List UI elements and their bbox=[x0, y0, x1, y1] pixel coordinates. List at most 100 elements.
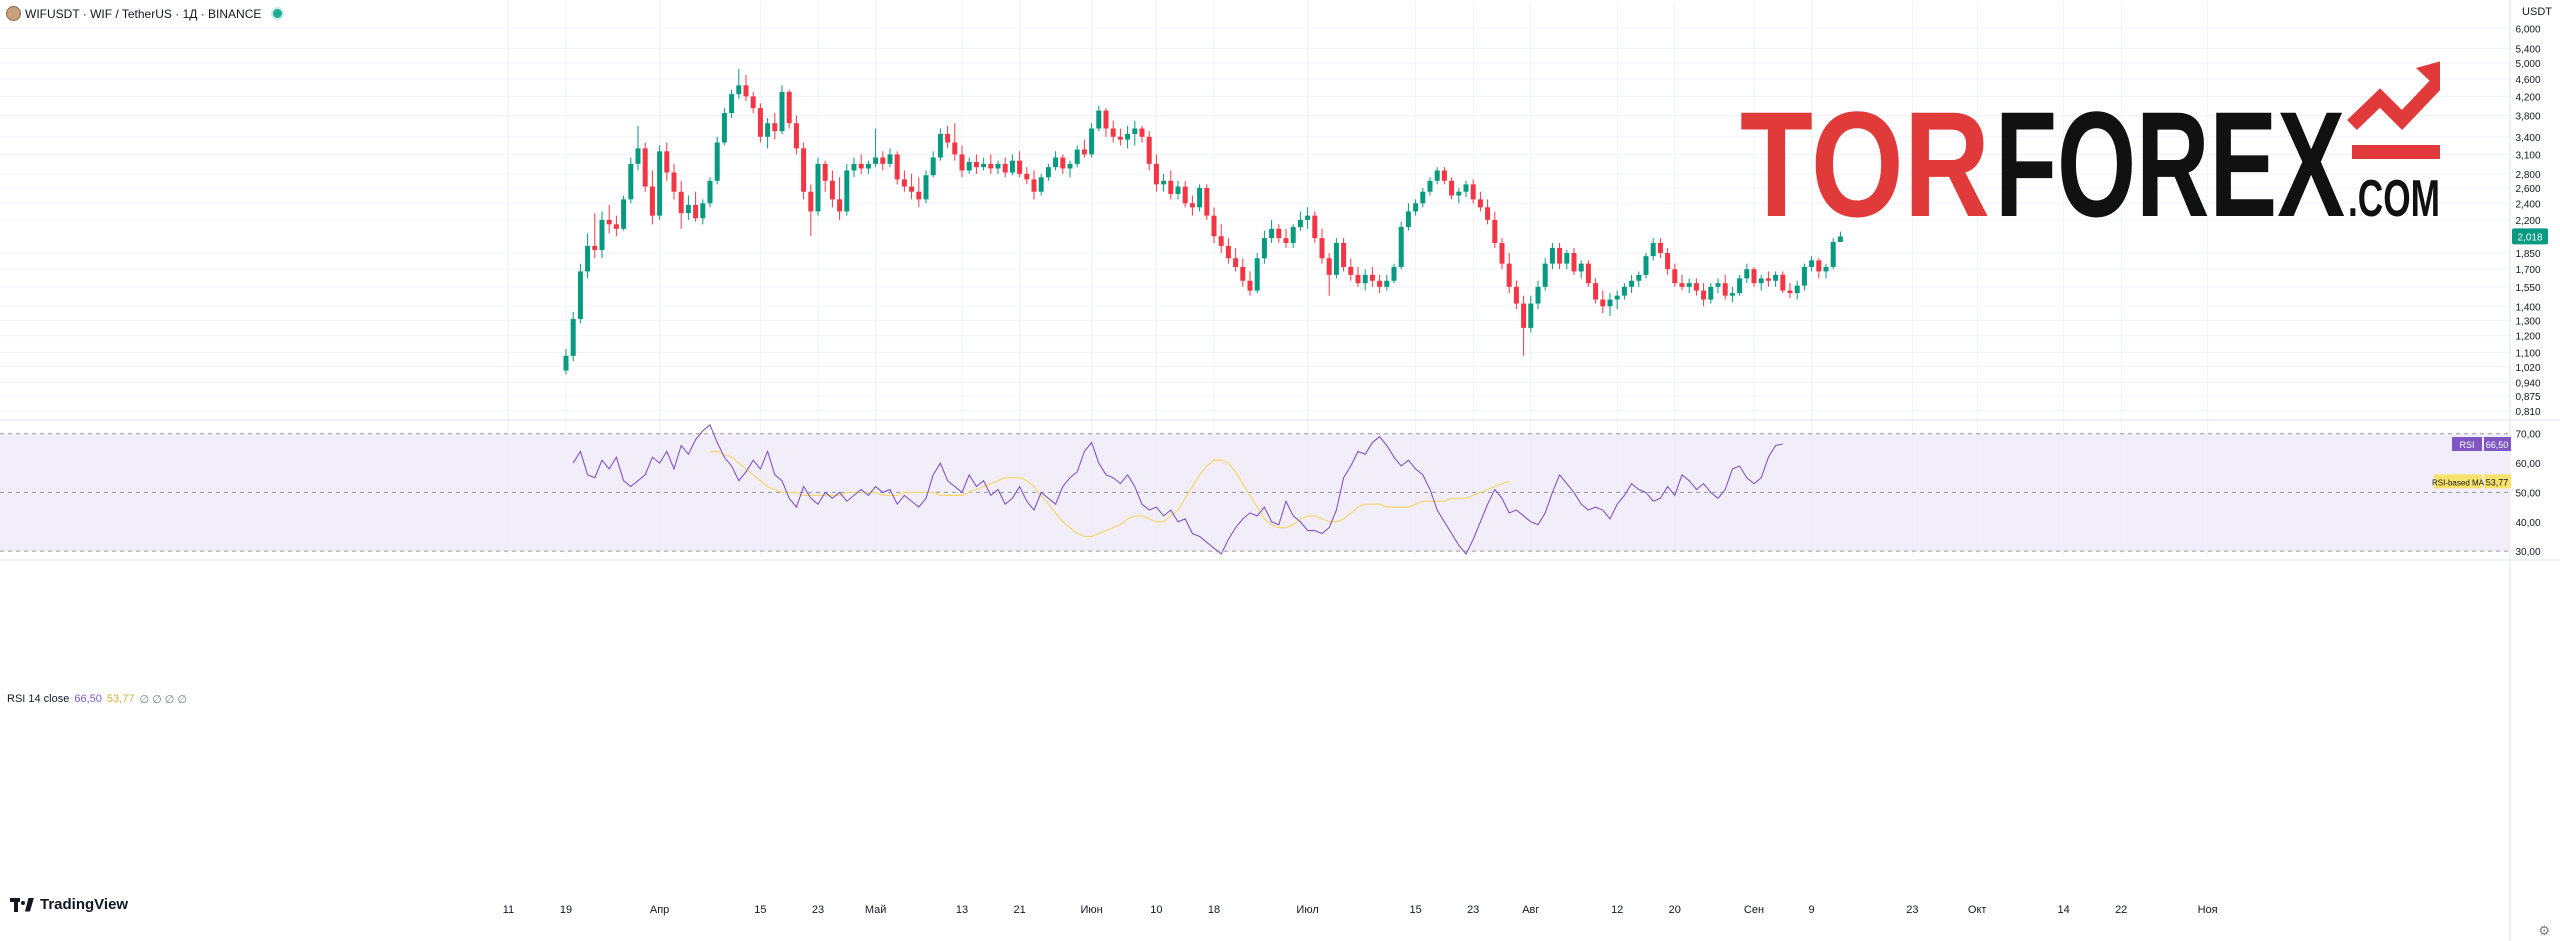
candle[interactable] bbox=[1211, 215, 1217, 237]
candle[interactable] bbox=[815, 163, 821, 212]
candle[interactable] bbox=[606, 219, 612, 225]
rsi-legend[interactable]: RSI 14 close 66,50 53,77 ∅ ∅ ∅ ∅ bbox=[7, 693, 187, 706]
candle[interactable] bbox=[1477, 199, 1483, 208]
candle[interactable] bbox=[1002, 163, 1008, 173]
candle[interactable] bbox=[1182, 186, 1188, 204]
candle[interactable] bbox=[1161, 180, 1167, 185]
candle[interactable] bbox=[1665, 253, 1671, 270]
candle[interactable] bbox=[1197, 188, 1203, 208]
candle[interactable] bbox=[1067, 163, 1073, 169]
candle[interactable] bbox=[901, 179, 907, 187]
candle[interactable] bbox=[887, 154, 893, 164]
candle[interactable] bbox=[1607, 299, 1613, 307]
candle[interactable] bbox=[1305, 215, 1311, 220]
candle[interactable] bbox=[1463, 184, 1469, 192]
candle[interactable] bbox=[1377, 280, 1383, 287]
candle[interactable] bbox=[1261, 238, 1267, 259]
candle[interactable] bbox=[750, 96, 756, 109]
candle[interactable] bbox=[973, 161, 979, 168]
tradingview-logo[interactable]: TradingView bbox=[10, 896, 128, 913]
candle[interactable] bbox=[628, 163, 634, 200]
candle[interactable] bbox=[1729, 293, 1735, 296]
candle[interactable] bbox=[988, 163, 994, 169]
candle[interactable] bbox=[1557, 247, 1563, 264]
candle[interactable] bbox=[1549, 247, 1555, 264]
candle[interactable] bbox=[1413, 203, 1419, 212]
candle[interactable] bbox=[1470, 184, 1476, 200]
candle[interactable] bbox=[808, 191, 814, 212]
candle[interactable] bbox=[1110, 128, 1116, 137]
candle[interactable] bbox=[1276, 228, 1282, 239]
candle[interactable] bbox=[1153, 163, 1159, 185]
candle[interactable] bbox=[1103, 110, 1109, 129]
symbol-line[interactable]: WIFUSDT · WIF / TetherUS · 1Д · BINANCE bbox=[25, 6, 262, 21]
candle[interactable] bbox=[1355, 274, 1361, 284]
candle[interactable] bbox=[1218, 236, 1224, 246]
candle[interactable] bbox=[1348, 266, 1354, 275]
candle[interactable] bbox=[786, 91, 792, 124]
currency-label[interactable]: USDT bbox=[2522, 6, 2552, 18]
candle[interactable] bbox=[829, 180, 835, 200]
candle[interactable] bbox=[714, 142, 720, 181]
candle[interactable] bbox=[1773, 274, 1779, 281]
candle[interactable] bbox=[1780, 274, 1786, 291]
candle[interactable] bbox=[1672, 269, 1678, 284]
candle[interactable] bbox=[635, 148, 641, 164]
candle[interactable] bbox=[873, 157, 879, 164]
candle[interactable] bbox=[851, 163, 857, 171]
candle[interactable] bbox=[837, 199, 843, 212]
candle[interactable] bbox=[1513, 286, 1519, 304]
candle[interactable] bbox=[1765, 278, 1771, 281]
candle[interactable] bbox=[1816, 260, 1822, 272]
candle[interactable] bbox=[1189, 203, 1195, 208]
candle[interactable] bbox=[664, 151, 670, 173]
candle[interactable] bbox=[1312, 215, 1318, 239]
candle[interactable] bbox=[570, 318, 576, 356]
candle[interactable] bbox=[995, 163, 1001, 169]
candle[interactable] bbox=[930, 157, 936, 176]
candle[interactable] bbox=[1593, 283, 1599, 300]
candle[interactable] bbox=[743, 85, 749, 97]
candle[interactable] bbox=[1045, 167, 1051, 178]
candle[interactable] bbox=[1369, 274, 1375, 281]
candle[interactable] bbox=[1031, 179, 1037, 192]
candle[interactable] bbox=[1758, 278, 1764, 284]
candle[interactable] bbox=[1333, 242, 1339, 275]
candle[interactable] bbox=[1175, 186, 1181, 194]
candle[interactable] bbox=[693, 204, 699, 219]
candle[interactable] bbox=[959, 154, 965, 171]
candle[interactable] bbox=[1225, 245, 1231, 259]
symbol-header[interactable]: WIFUSDT · WIF / TetherUS · 1Д · BINANCE bbox=[6, 6, 285, 21]
candle[interactable] bbox=[1254, 258, 1260, 291]
candle[interactable] bbox=[599, 219, 605, 250]
candle[interactable] bbox=[671, 172, 677, 192]
candle[interactable] bbox=[1600, 299, 1606, 307]
candle[interactable] bbox=[923, 175, 929, 200]
candle[interactable] bbox=[981, 163, 987, 168]
candle[interactable] bbox=[657, 151, 663, 216]
candle[interactable] bbox=[1823, 266, 1829, 272]
candle[interactable] bbox=[1362, 274, 1368, 284]
candle[interactable] bbox=[1326, 258, 1332, 275]
candle[interactable] bbox=[1168, 180, 1174, 194]
candle[interactable] bbox=[1636, 274, 1642, 281]
candle[interactable] bbox=[678, 191, 684, 214]
candle[interactable] bbox=[880, 157, 886, 164]
candle[interactable] bbox=[1096, 110, 1102, 129]
candle[interactable] bbox=[1060, 157, 1066, 169]
candle[interactable] bbox=[1499, 242, 1505, 264]
candle[interactable] bbox=[642, 148, 648, 187]
candle[interactable] bbox=[1081, 149, 1087, 155]
candle[interactable] bbox=[1117, 136, 1123, 140]
candle[interactable] bbox=[585, 245, 591, 272]
candle[interactable] bbox=[1269, 228, 1275, 239]
candle[interactable] bbox=[1297, 219, 1303, 227]
candle[interactable] bbox=[1578, 263, 1584, 272]
candle[interactable] bbox=[563, 355, 569, 371]
candle[interactable] bbox=[801, 148, 807, 192]
candle[interactable] bbox=[1247, 280, 1253, 291]
candle[interactable] bbox=[1650, 242, 1656, 257]
candle[interactable] bbox=[865, 163, 871, 169]
candle[interactable] bbox=[1542, 263, 1548, 287]
